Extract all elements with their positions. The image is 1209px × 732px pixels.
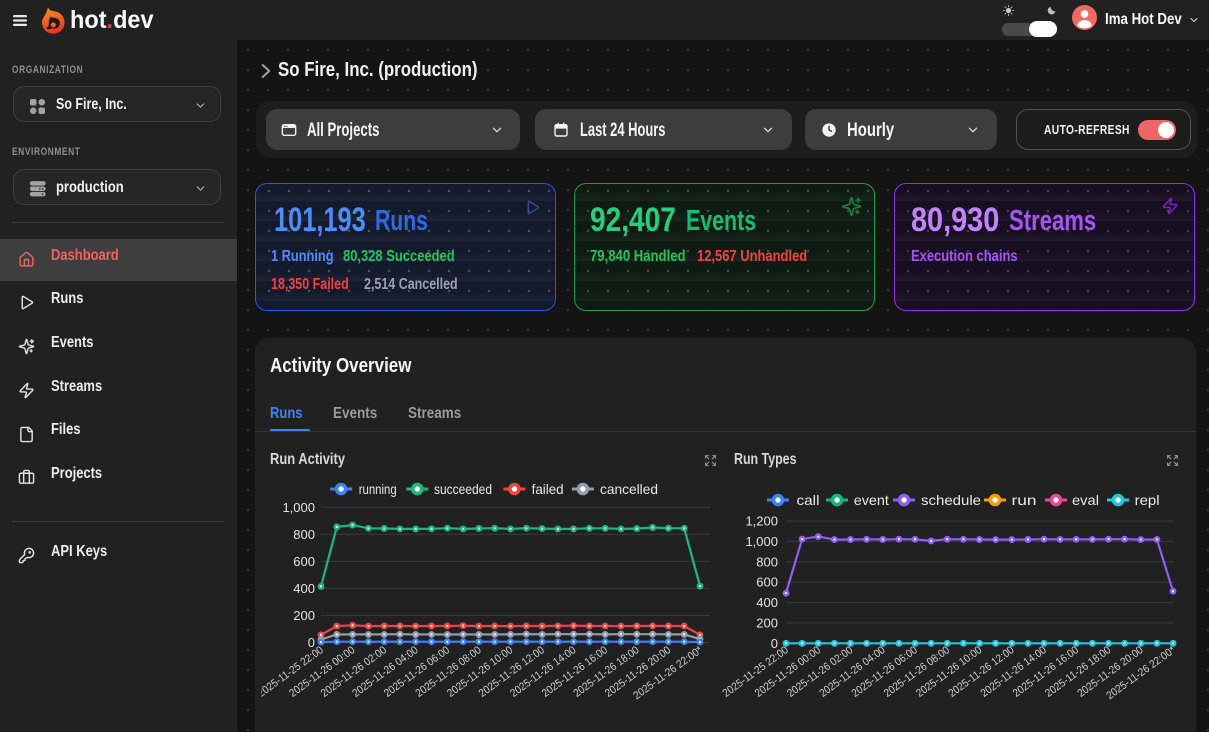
svg-text:1,000: 1,000	[745, 534, 778, 549]
svg-text:running: running	[359, 481, 397, 497]
svg-text:400: 400	[293, 581, 315, 596]
svg-text:event: event	[854, 492, 889, 508]
svg-text:800: 800	[756, 554, 778, 569]
svg-text:0: 0	[308, 635, 315, 650]
svg-text:200: 200	[756, 615, 778, 630]
svg-text:1,000: 1,000	[282, 500, 315, 515]
svg-text:succeeded: succeeded	[434, 481, 492, 497]
svg-text:1,200: 1,200	[745, 514, 778, 529]
svg-text:0: 0	[771, 636, 778, 651]
svg-text:run: run	[1012, 492, 1037, 508]
svg-text:400: 400	[756, 595, 778, 610]
svg-text:eval: eval	[1072, 492, 1099, 508]
svg-text:call: call	[797, 492, 820, 508]
svg-text:600: 600	[756, 575, 778, 590]
svg-text:schedule: schedule	[921, 492, 981, 508]
svg-text:repl: repl	[1135, 492, 1160, 508]
svg-text:800: 800	[293, 527, 315, 542]
svg-text:cancelled: cancelled	[600, 481, 658, 497]
svg-text:200: 200	[293, 608, 315, 623]
svg-text:failed: failed	[532, 481, 564, 497]
svg-text:600: 600	[293, 554, 315, 569]
